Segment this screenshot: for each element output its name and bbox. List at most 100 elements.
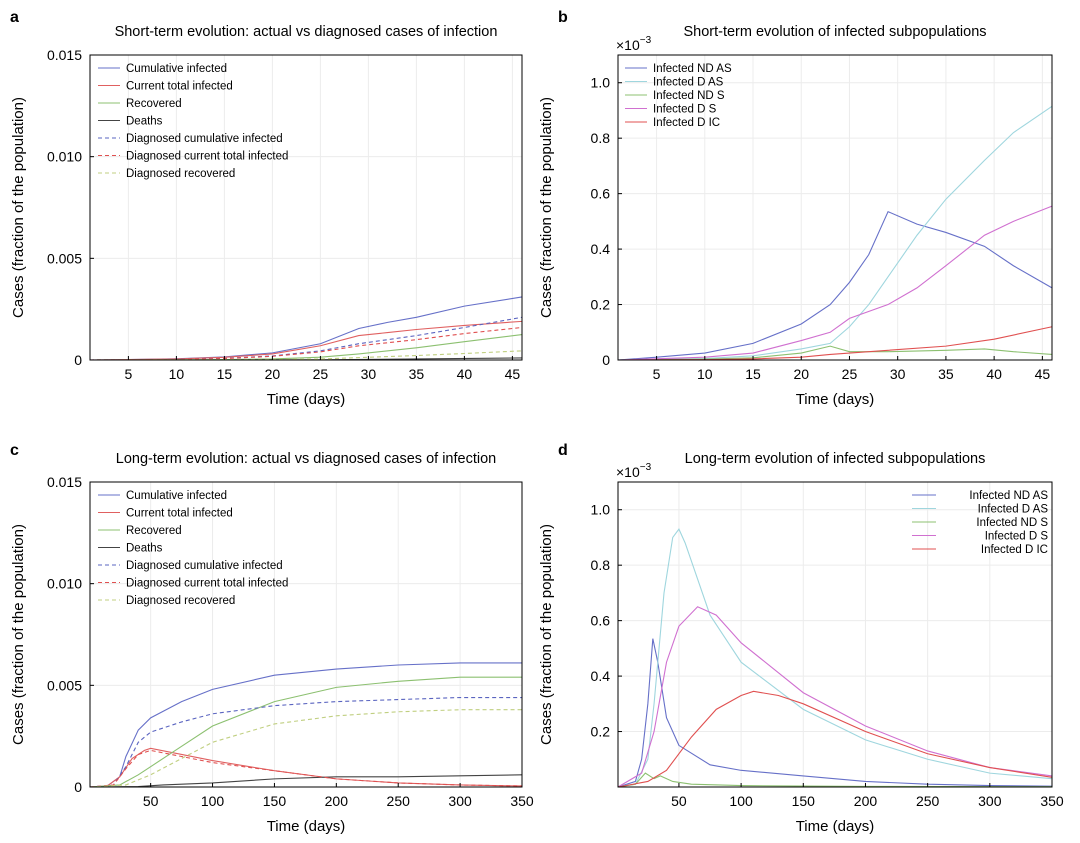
panel-c: c Long-term evolution: actual vs diagnose…	[10, 442, 534, 835]
y-tick-label: 0.8	[591, 557, 611, 573]
series-line-deaths	[89, 774, 523, 788]
y-axis-label: Cases (fraction of the population)	[10, 97, 27, 318]
y-tick-label: 0.2	[591, 297, 611, 313]
x-tick-label: 45	[505, 366, 521, 382]
x-tick-label: 50	[671, 793, 687, 809]
x-tick-label: 40	[986, 366, 1002, 382]
legend-entry: Infected D AS	[978, 504, 1049, 516]
series-line-recovered	[89, 676, 522, 788]
y-tick-label: 0.2	[591, 724, 611, 740]
plot-frame	[617, 481, 1053, 788]
panel-letter: a	[10, 9, 19, 26]
legend-entry: Cumulative infected	[126, 63, 227, 75]
x-axis-label: Time (days)	[267, 818, 346, 835]
y-tick-label: 0.005	[47, 677, 82, 693]
y-tick-label: 0.6	[591, 613, 611, 629]
x-tick-label: 40	[457, 366, 473, 382]
multiplier-base: ×10	[616, 464, 640, 480]
legend-entry: Recovered	[126, 525, 182, 537]
plot-frame	[617, 54, 1053, 361]
y-tick-label: 0.015	[47, 474, 82, 490]
y-axis-label: Cases (fraction of the population)	[10, 524, 27, 745]
series-line-infected-nd-s	[617, 345, 1053, 361]
y-axis-label: Cases (fraction of the population)	[538, 524, 555, 745]
x-tick-label: 30	[361, 366, 377, 382]
y-axis-multiplier: ×10−3	[616, 462, 652, 480]
x-tick-label: 250	[387, 793, 411, 809]
series-line-infected-nd-as	[617, 638, 1053, 788]
y-tick-label: 0.8	[591, 130, 611, 146]
series-line-infected-nd-s	[617, 772, 1053, 788]
legend-entry: Infected ND S	[653, 90, 725, 102]
x-tick-label: 20	[793, 366, 809, 382]
multiplier-exponent: −3	[640, 462, 652, 473]
x-tick-label: 35	[409, 366, 425, 382]
panel-letter: c	[10, 442, 19, 459]
legend-entry: Deaths	[126, 116, 163, 128]
legend-entry: Infected D IC	[981, 544, 1048, 556]
y-tick-label: 1.0	[591, 75, 611, 91]
series-line-infected-nd-as	[617, 210, 1053, 361]
legend-entry: Diagnosed cumulative infected	[126, 133, 283, 145]
panel-letter: b	[558, 9, 568, 26]
x-tick-label: 50	[143, 793, 159, 809]
x-tick-label: 350	[1040, 793, 1064, 809]
series-line-infected-d-as	[617, 105, 1053, 361]
x-axis-label: Time (days)	[796, 391, 875, 408]
series-line-diagnosed-recovered	[89, 709, 522, 788]
series-line-infected-d-ic	[617, 326, 1053, 361]
x-tick-label: 35	[938, 366, 954, 382]
x-tick-label: 350	[510, 793, 534, 809]
multiplier-exponent: −3	[640, 35, 652, 46]
x-axis-label: Time (days)	[796, 818, 875, 835]
series-line-infected-d-s	[617, 205, 1053, 361]
legend-entry: Infected ND AS	[653, 63, 732, 75]
legend-entry: Diagnosed current total infected	[126, 578, 288, 590]
y-tick-label: 0	[74, 352, 82, 368]
series-line-diagnosed-current-total-infected	[89, 749, 523, 788]
series-line-diagnosed-current-total-infected	[89, 326, 523, 361]
chart-title: Long-term evolution of infected subpopul…	[685, 451, 986, 467]
x-tick-label: 30	[890, 366, 906, 382]
y-tick-label: 0.4	[591, 241, 611, 257]
x-tick-label: 15	[745, 366, 761, 382]
series-line-cumulative-infected	[89, 296, 523, 361]
x-tick-label: 300	[978, 793, 1002, 809]
series-line-diagnosed-cumulative-infected	[89, 316, 523, 361]
x-tick-label: 25	[313, 366, 329, 382]
y-axis-label: Cases (fraction of the population)	[538, 97, 555, 318]
legend-entry: Deaths	[126, 543, 163, 555]
panel-b: b Short-term evolution of infected subpop…	[538, 9, 1053, 408]
legend-entry: Diagnosed recovered	[126, 168, 235, 180]
x-tick-label: 45	[1035, 366, 1051, 382]
series-line-cumulative-infected	[89, 662, 522, 788]
x-tick-label: 20	[265, 366, 281, 382]
chart-title: Short-term evolution: actual vs diagnose…	[115, 24, 498, 40]
series-line-infected-d-ic	[617, 690, 1053, 788]
legend-entry: Infected D S	[653, 104, 717, 116]
y-tick-label: 0	[602, 352, 610, 368]
x-tick-label: 10	[169, 366, 185, 382]
plot-frame	[89, 481, 523, 788]
x-tick-label: 200	[325, 793, 349, 809]
multiplier-base: ×10	[616, 37, 640, 53]
legend-entry: Current total infected	[126, 508, 233, 520]
legend-entry: Current total infected	[126, 81, 233, 93]
legend-entry: Diagnosed recovered	[126, 595, 235, 607]
legend-entry: Infected ND S	[976, 517, 1048, 529]
legend-entry: Infected D AS	[653, 77, 724, 89]
x-tick-label: 100	[729, 793, 753, 809]
series-line-current-total-infected	[89, 747, 523, 788]
x-tick-label: 300	[448, 793, 472, 809]
legend-entry: Recovered	[126, 98, 182, 110]
legend-entry: Diagnosed cumulative infected	[126, 560, 283, 572]
panel-letter: d	[558, 442, 568, 459]
y-tick-label: 0.4	[591, 668, 611, 684]
y-tick-label: 1.0	[591, 502, 611, 518]
series-line-infected-d-s	[617, 606, 1053, 788]
x-tick-label: 200	[854, 793, 878, 809]
x-tick-label: 250	[916, 793, 940, 809]
x-tick-label: 5	[653, 366, 661, 382]
plot-frame	[89, 54, 523, 361]
